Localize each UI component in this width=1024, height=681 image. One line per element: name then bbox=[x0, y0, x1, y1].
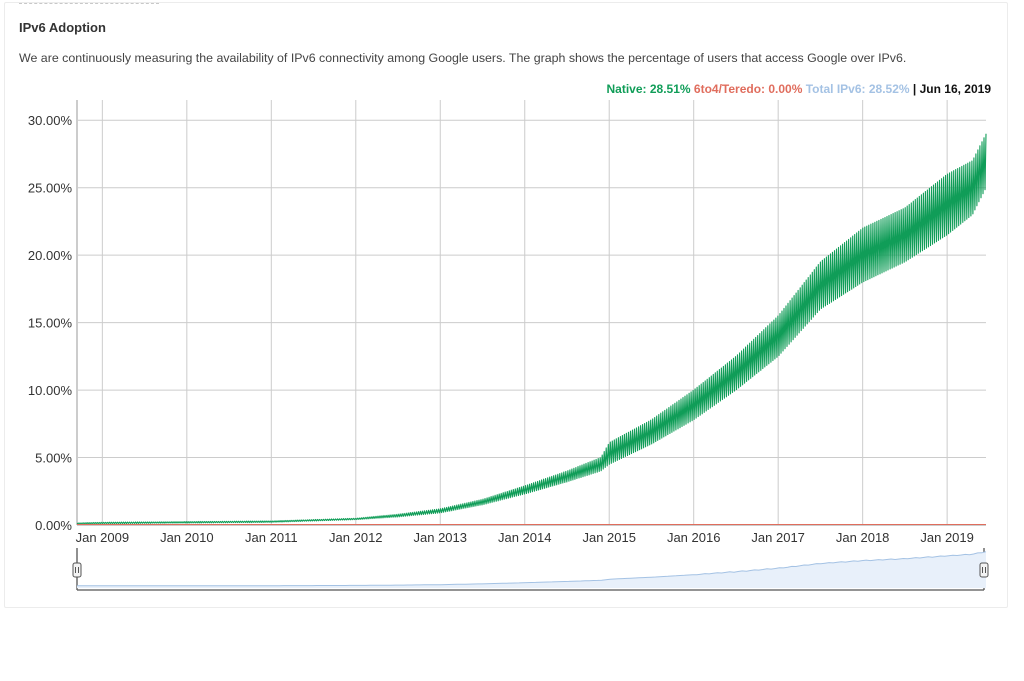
legend-separator: | bbox=[912, 82, 917, 96]
y-tick-label: 20.00% bbox=[28, 248, 73, 263]
y-tick-label: 5.00% bbox=[35, 451, 72, 466]
section-title: IPv6 Adoption bbox=[19, 20, 106, 35]
x-tick-label: Jan 2010 bbox=[160, 530, 214, 545]
legend-date: Jun 16, 2019 bbox=[919, 82, 991, 96]
x-tick-label: Jan 2012 bbox=[329, 530, 383, 545]
x-tick-label: Jan 2009 bbox=[76, 530, 130, 545]
x-tick-label: Jan 2013 bbox=[414, 530, 468, 545]
section-description: We are continuously measuring the availa… bbox=[19, 51, 907, 65]
y-tick-label: 15.00% bbox=[28, 316, 73, 331]
tab-indicator bbox=[19, 3, 159, 4]
ipv6-adoption-panel bbox=[4, 2, 1008, 608]
x-tick-label: Jan 2018 bbox=[836, 530, 890, 545]
x-tick-label: Jan 2015 bbox=[582, 530, 636, 545]
navigator-area bbox=[77, 551, 986, 588]
legend-total: Total IPv6: 28.52% bbox=[805, 82, 910, 96]
legend-native: Native: 28.51% bbox=[606, 82, 691, 96]
y-tick-label: 25.00% bbox=[28, 181, 73, 196]
series-native-line bbox=[76, 133, 987, 525]
range-handle-left[interactable] bbox=[72, 562, 82, 578]
x-tick-label: Jan 2011 bbox=[245, 530, 298, 545]
x-tick-label: Jan 2016 bbox=[667, 530, 721, 545]
y-tick-label: 0.00% bbox=[35, 518, 72, 533]
x-tick-label: Jan 2017 bbox=[751, 530, 805, 545]
x-tick-label: Jan 2014 bbox=[498, 530, 552, 545]
y-tick-label: 10.00% bbox=[28, 383, 73, 398]
y-tick-label: 30.00% bbox=[28, 113, 73, 128]
navigator-line bbox=[77, 551, 987, 587]
range-handle-right[interactable] bbox=[979, 562, 989, 578]
legend-teredo: 6to4/Teredo: 0.00% bbox=[693, 82, 803, 96]
chart-legend: Native: 28.51% 6to4/Teredo: 0.00% Total … bbox=[607, 82, 991, 96]
x-tick-label: Jan 2019 bbox=[920, 530, 974, 545]
